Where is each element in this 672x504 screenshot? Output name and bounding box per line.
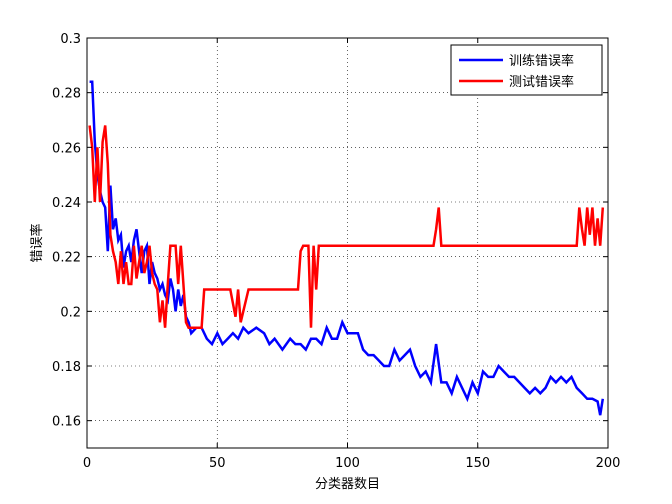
y-tick-label: 0.26 — [52, 141, 81, 156]
x-tick-label: 50 — [209, 456, 226, 471]
y-tick-label: 0.22 — [52, 251, 81, 266]
x-tick-label: 150 — [465, 456, 490, 471]
axis-ticks: 0 50 100 150 200 0.16 0.18 0.2 0.22 0.24 0.26 0.28 0… — [52, 32, 620, 471]
x-tick-label: 200 — [596, 456, 621, 471]
y-tick-label: 0.18 — [52, 360, 81, 375]
legend-entry: 训练错误率 — [509, 53, 574, 69]
legend-entry: 测试错误率 — [509, 74, 574, 90]
series-lines — [88, 80, 605, 416]
x-tick-label: 100 — [335, 456, 360, 471]
legend-box — [450, 44, 603, 96]
y-axis-label: 错误率 — [29, 223, 45, 262]
grid-lines — [87, 38, 608, 448]
series-line-test — [88, 125, 605, 329]
y-tick-label: 0.3 — [60, 32, 81, 47]
x-axis-label: 分类器数目 — [315, 477, 380, 492]
y-tick-label: 0.16 — [52, 415, 81, 430]
x-tick-label: 0 — [83, 456, 91, 471]
y-tick-label: 0.2 — [60, 305, 81, 320]
y-tick-label: 0.24 — [52, 196, 81, 211]
series-line-train — [89, 80, 605, 416]
y-tick-label: 0.28 — [52, 87, 81, 102]
